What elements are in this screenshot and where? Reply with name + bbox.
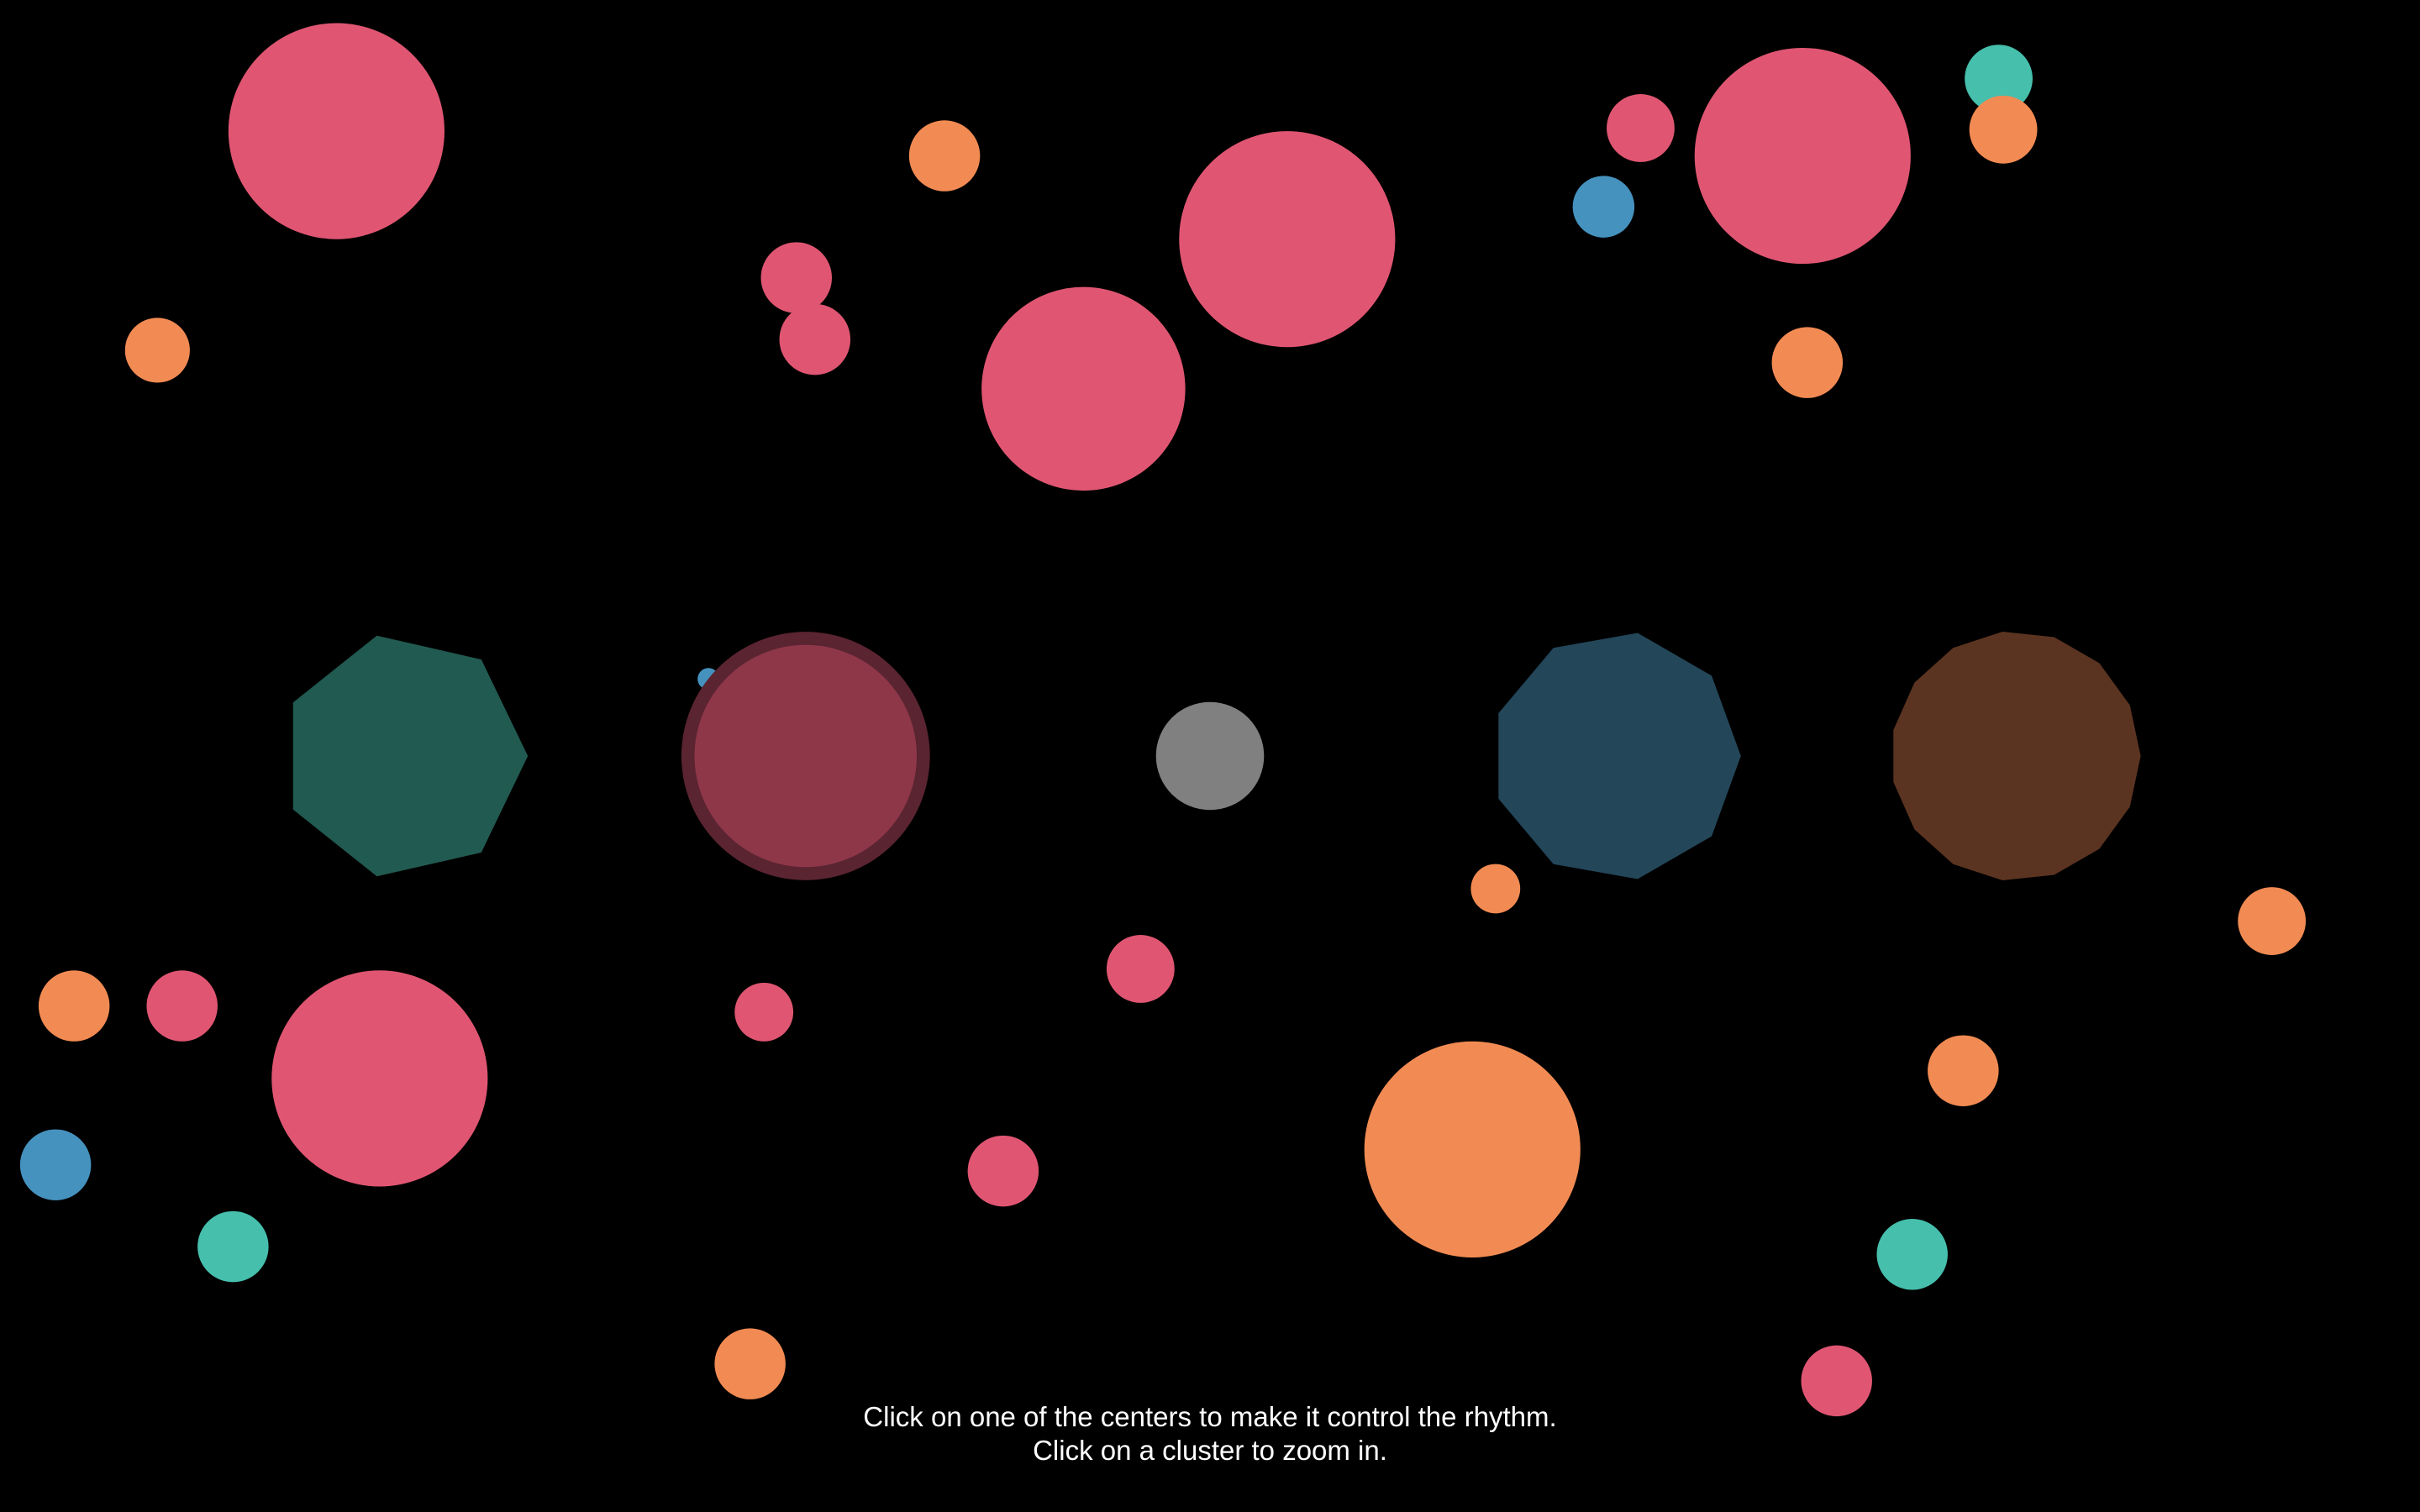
pink-bubble-6[interactable]: [981, 286, 1186, 491]
orange-bubble-16[interactable]: [2238, 887, 2307, 955]
teal-bubble-11[interactable]: [1965, 45, 2033, 113]
pink-bubble-24[interactable]: [967, 1135, 1039, 1207]
pink-bubble-8[interactable]: [1607, 94, 1675, 162]
pink-bubble-4[interactable]: [779, 303, 851, 375]
pink-bubble-29[interactable]: [1801, 1345, 1872, 1417]
pink-bubble-5[interactable]: [1179, 131, 1396, 348]
pink-bubble-18[interactable]: [146, 970, 218, 1042]
teal-bubble-27[interactable]: [1876, 1219, 1948, 1290]
orange-bubble-12[interactable]: [1969, 95, 2038, 164]
pink-bubble-22[interactable]: [734, 983, 794, 1042]
orange-bubble-13[interactable]: [1771, 327, 1844, 398]
orange-bubble-7[interactable]: [124, 318, 190, 383]
orange-bubble-17[interactable]: [38, 970, 110, 1042]
instruction-text-centers: Click on one of the centers to make it c…: [863, 1401, 1557, 1432]
blue-bubble-9[interactable]: [1572, 176, 1635, 238]
center-layer[interactable]: [292, 632, 2141, 880]
pink-bubble-19[interactable]: [271, 970, 488, 1187]
center-circle-gray[interactable]: [1155, 701, 1265, 811]
orange-bubble-25[interactable]: [1364, 1041, 1581, 1257]
pink-bubble-23[interactable]: [1106, 935, 1175, 1003]
bubble-layer[interactable]: [19, 23, 2307, 1417]
center-heptagon-teal[interactable]: [292, 635, 529, 877]
center-circle-pink[interactable]: [694, 644, 918, 868]
orange-bubble-2[interactable]: [908, 120, 981, 192]
orange-bubble-26[interactable]: [1928, 1035, 1999, 1106]
center-nonagon-blue[interactable]: [1498, 633, 1741, 879]
teal-bubble-21[interactable]: [197, 1210, 269, 1283]
pink-bubble-1[interactable]: [228, 23, 445, 239]
pink-bubble-10[interactable]: [1694, 47, 1911, 265]
orange-bubble-28[interactable]: [714, 1328, 786, 1399]
blue-bubble-20[interactable]: [19, 1129, 92, 1200]
instruction-text-zoom: Click on a cluster to zoom in.: [1033, 1435, 1387, 1466]
orange-bubble-15[interactable]: [1470, 864, 1521, 914]
center-polygon-brown[interactable]: [1893, 632, 2141, 880]
pink-bubble-3[interactable]: [760, 242, 833, 313]
